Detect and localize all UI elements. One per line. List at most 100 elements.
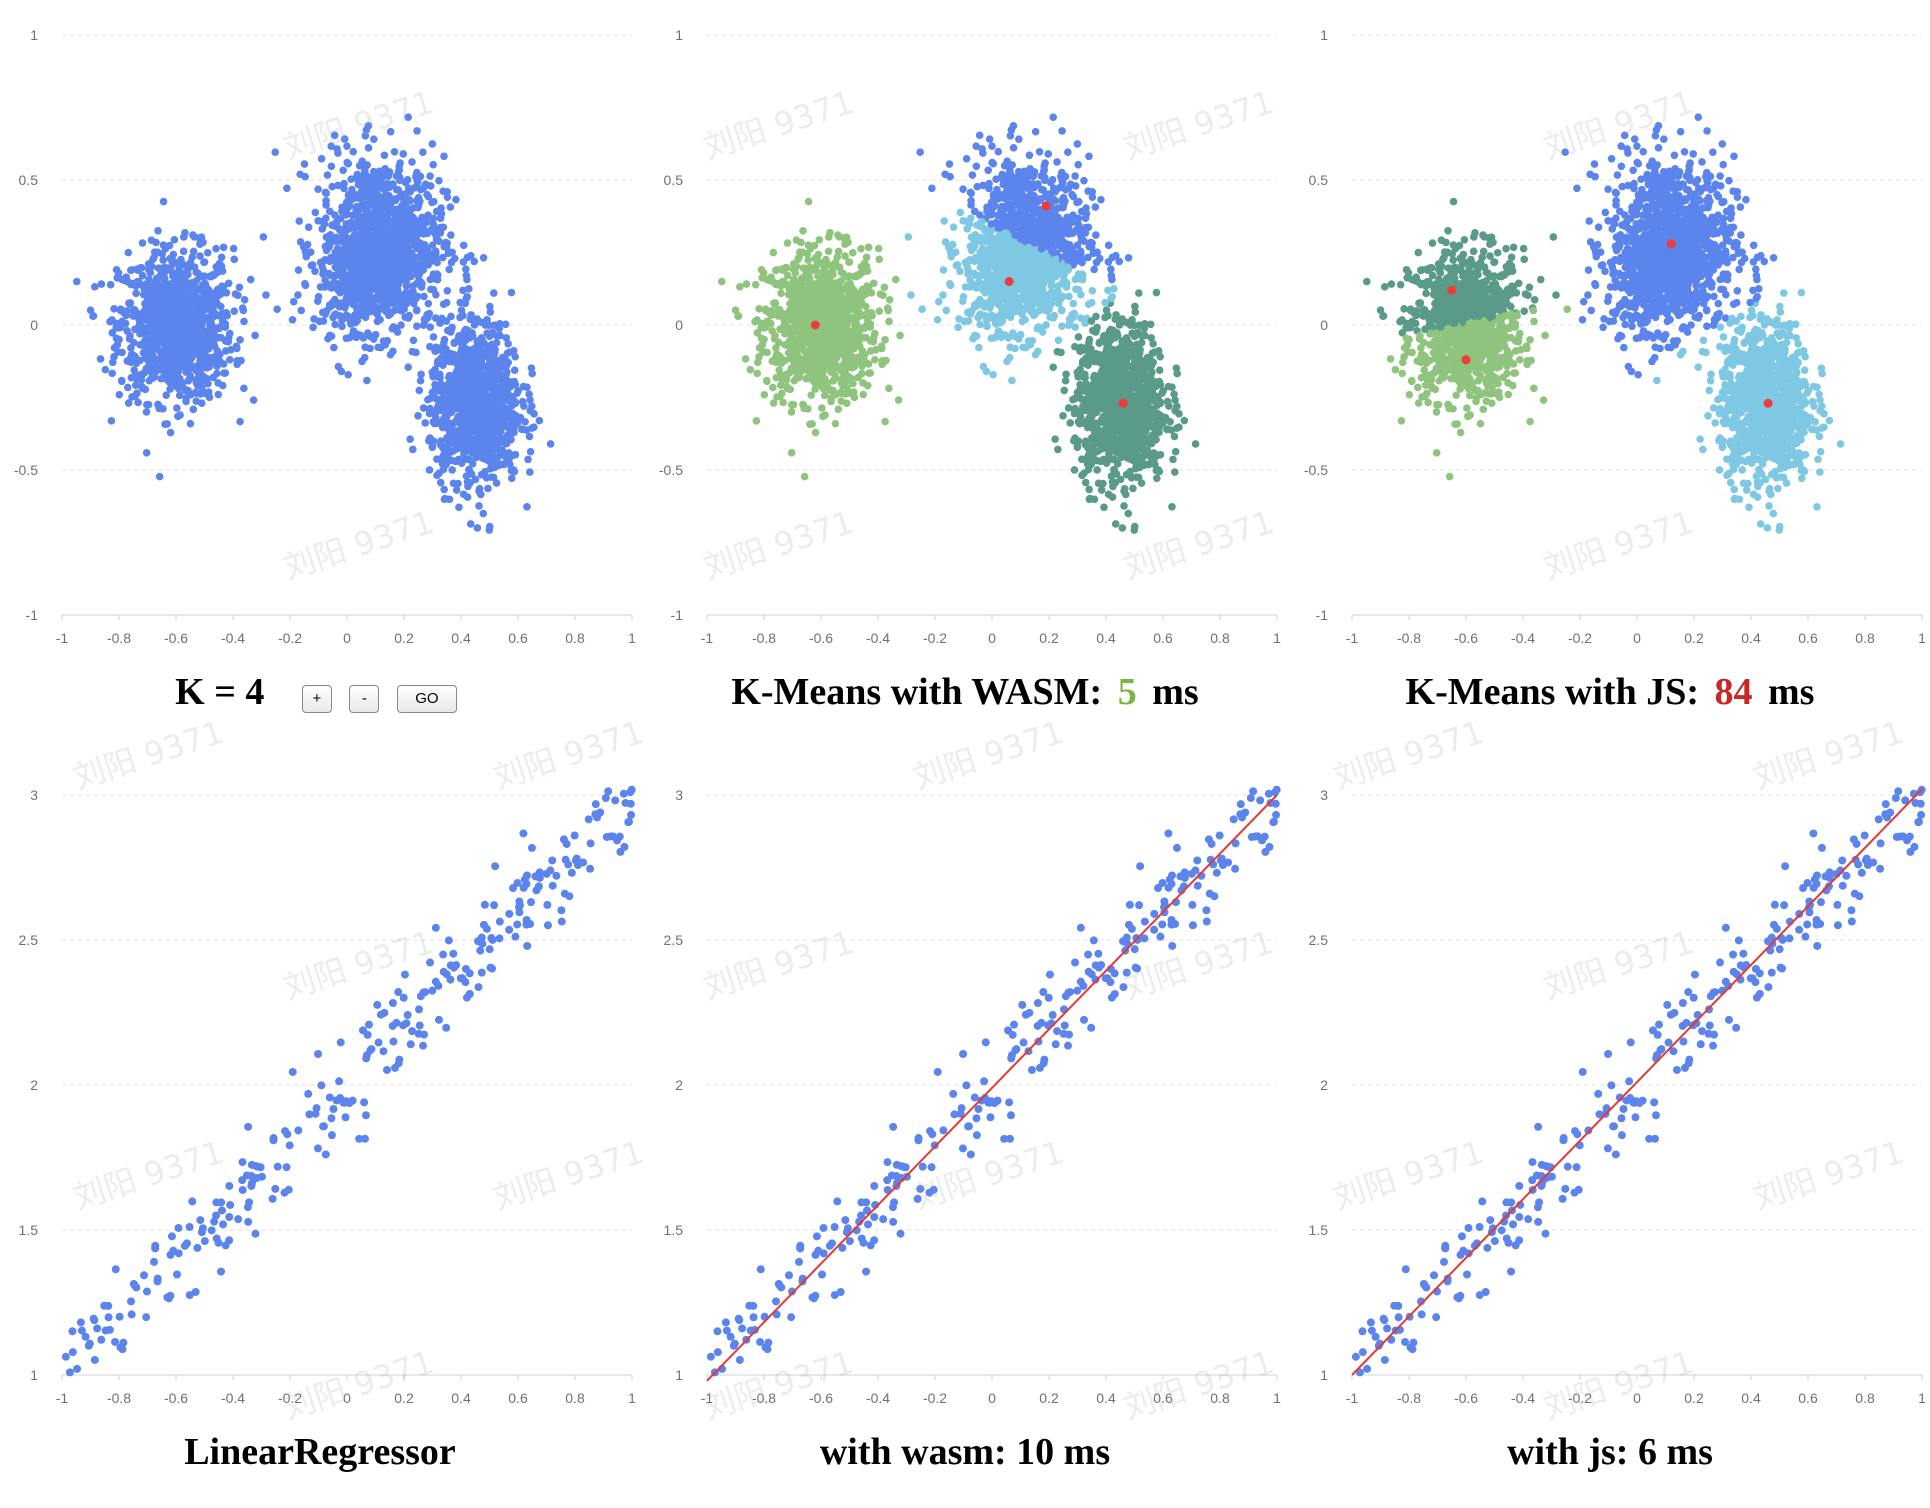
data-point [353, 316, 362, 325]
data-point [446, 203, 455, 211]
data-point [431, 248, 440, 256]
data-point [1104, 258, 1113, 266]
data-point [806, 297, 815, 305]
data-point [198, 354, 207, 362]
data-point [787, 364, 796, 373]
data-point [795, 318, 803, 327]
data-point [164, 331, 173, 339]
data-point [388, 198, 396, 207]
data-point [786, 299, 794, 308]
data-point [854, 328, 863, 336]
data-point [89, 312, 97, 321]
data-point [801, 289, 810, 297]
data-point [230, 255, 239, 264]
data-point [364, 251, 372, 260]
data-point [526, 447, 535, 456]
data-point [424, 299, 433, 308]
data-point [134, 398, 142, 407]
data-point [402, 299, 411, 308]
data-point [344, 192, 353, 201]
increment-k-button[interactable]: + [301, 684, 332, 713]
data-point [497, 402, 505, 411]
data-point [833, 253, 841, 262]
data-point [478, 354, 486, 362]
data-point [404, 113, 413, 122]
data-point [176, 411, 184, 419]
data-point [115, 390, 124, 399]
go-button[interactable]: GO [396, 684, 457, 713]
data-point [371, 294, 380, 303]
data-point [757, 265, 766, 274]
data-point [217, 310, 226, 318]
data-point [422, 246, 430, 255]
data-point [297, 306, 306, 315]
data-point [453, 429, 461, 437]
data-point [289, 297, 298, 306]
kmeans-wasm-chart: 10.50-0.5-1-1 -0.8 -0.6 -0.4 -0.2 0 0.2 0.4 0.6 0… [659, 27, 1281, 646]
data-point [220, 369, 228, 377]
data-point [345, 201, 354, 209]
data-point [295, 217, 304, 225]
data-point [795, 339, 803, 347]
data-point [835, 233, 844, 241]
data-point [502, 433, 511, 441]
data-point [789, 400, 798, 409]
data-point [753, 369, 762, 378]
data-point [321, 188, 330, 197]
y-tick-label: 1 [30, 27, 38, 43]
data-point [1073, 140, 1082, 148]
data-point [209, 313, 217, 321]
data-point [497, 446, 505, 455]
data-point [166, 385, 174, 393]
data-point [332, 237, 340, 246]
data-point [526, 468, 534, 476]
data-point [1058, 127, 1066, 135]
data-point [300, 160, 309, 168]
data-point [843, 354, 852, 362]
data-point [819, 271, 828, 279]
data-point [1084, 187, 1092, 195]
data-point [396, 173, 404, 182]
data-point [107, 417, 116, 425]
data-point [358, 172, 366, 180]
data-point [466, 315, 475, 324]
data-point [159, 281, 167, 289]
data-point [392, 244, 401, 253]
kmeans-wasm-panel: 1 0.5 0 -0.5 -1 -1 -0.8 -0.6 -0.4 -0.2 0 0.2 0.4 0.6 0… [645, 0, 1285, 713]
x-tick: -0.2 [923, 630, 947, 646]
data-point [304, 223, 313, 231]
data-point [189, 247, 198, 256]
data-point [404, 246, 412, 254]
data-point [345, 273, 353, 282]
x-tick: -0.4 [221, 630, 245, 646]
data-point [797, 274, 806, 283]
data-point [507, 412, 516, 421]
data-point [823, 292, 832, 301]
data-point [421, 180, 430, 189]
data-point [362, 239, 371, 248]
data-point [321, 310, 330, 318]
x-tick: 0.6 [508, 630, 528, 646]
data-point [296, 238, 305, 246]
data-point [871, 355, 879, 364]
data-point [988, 142, 996, 150]
data-point [193, 375, 201, 384]
data-point [465, 455, 473, 464]
data-point [438, 459, 447, 468]
data-point [459, 286, 467, 295]
data-point [356, 249, 365, 258]
data-point [838, 375, 846, 384]
data-point [771, 266, 780, 275]
data-point [408, 158, 416, 166]
x-tick-label: 0 [343, 630, 351, 646]
data-point [427, 285, 435, 294]
data-point [482, 362, 490, 371]
data-point [1088, 193, 1097, 201]
decrement-k-button[interactable]: - [349, 684, 380, 713]
data-point [126, 299, 135, 307]
data-point [240, 384, 248, 393]
data-point [849, 299, 857, 307]
data-point [138, 341, 147, 349]
data-point [779, 398, 787, 407]
data-point [226, 355, 234, 364]
